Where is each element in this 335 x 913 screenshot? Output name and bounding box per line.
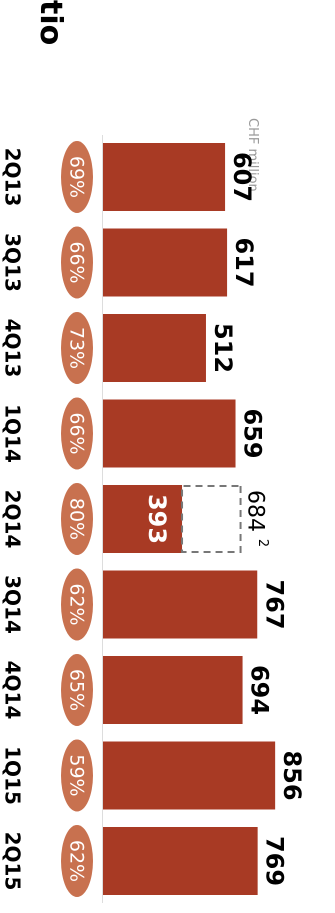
value-label: 856 xyxy=(278,750,306,800)
bar xyxy=(103,228,228,297)
ratio-label: 80% xyxy=(66,498,88,540)
category-label: 1Q14 xyxy=(1,404,25,463)
ratio-oval xyxy=(61,312,93,384)
ratio-label: 65% xyxy=(66,669,88,711)
bar xyxy=(103,399,236,468)
ratio-label: 69% xyxy=(66,156,88,198)
adjusted-value-label: 684 xyxy=(243,490,268,532)
ratio-oval xyxy=(61,397,93,470)
bar xyxy=(102,314,206,382)
bar xyxy=(103,485,183,553)
ratio-oval xyxy=(61,739,93,812)
value-label: 617 xyxy=(230,237,258,287)
category-label: 3Q13 xyxy=(1,233,25,292)
bar xyxy=(103,656,243,724)
ratio-label: 66% xyxy=(66,241,88,283)
value-label: 694 xyxy=(246,665,274,715)
bar xyxy=(102,827,258,895)
value-label: 767 xyxy=(260,579,288,629)
unit-label: CHF million xyxy=(245,118,260,192)
category-label: 1Q15 xyxy=(1,746,25,805)
ratio-label: 66% xyxy=(66,412,88,454)
ratio-oval xyxy=(61,654,93,726)
category-label: 4Q13 xyxy=(1,319,25,378)
value-label: 393 xyxy=(143,494,171,544)
ratio-oval xyxy=(61,825,93,897)
bar xyxy=(103,741,276,810)
ratio-label: 62% xyxy=(66,840,88,882)
adjusted-bar-outline xyxy=(181,485,242,553)
bar xyxy=(103,143,226,211)
category-label: 3Q14 xyxy=(1,575,25,634)
category-label: 2Q15 xyxy=(1,832,25,891)
category-label: 2Q13 xyxy=(1,148,25,207)
value-label: 512 xyxy=(209,323,237,373)
ratio-oval xyxy=(61,483,93,555)
chart-title: tio xyxy=(33,0,68,45)
category-label: 2Q14 xyxy=(1,490,25,549)
adjusted-footnote: 2 xyxy=(255,539,270,547)
ratio-oval xyxy=(61,226,93,299)
ratio-oval xyxy=(61,568,93,641)
ratio-label: 73% xyxy=(66,327,88,369)
category-label: 4Q14 xyxy=(1,661,25,720)
ratio-label: 59% xyxy=(66,754,88,796)
value-label: 607 xyxy=(228,152,256,202)
bar xyxy=(103,570,258,639)
value-label: 659 xyxy=(239,408,267,458)
ratio-label: 62% xyxy=(66,583,88,625)
value-label: 769 xyxy=(261,836,289,886)
ratio-oval xyxy=(61,141,93,213)
